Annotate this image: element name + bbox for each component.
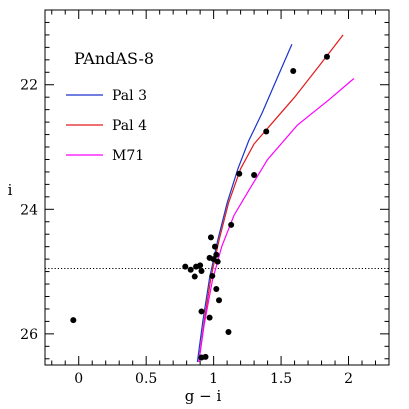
data-points [70,53,330,361]
data-point [191,273,198,280]
data-point [182,263,189,270]
axis-ticks [45,9,390,365]
data-point [198,267,205,274]
data-point [198,308,205,315]
x-axis-label: g − i [185,387,222,405]
series-line-pal-3 [196,44,293,362]
data-point [225,328,232,335]
data-point [70,317,77,324]
y-tick-label: 22 [20,78,38,94]
data-point [187,266,194,273]
data-point [236,170,243,177]
data-point [228,221,235,228]
data-point [209,272,216,279]
legend-label: Pal 3 [112,88,147,104]
data-point [323,53,330,60]
data-point [207,234,214,241]
y-tick-label: 26 [20,327,38,343]
data-point [214,258,221,265]
y-axis-label: i [8,181,13,199]
x-tick-label: 0 [74,371,83,387]
plot-frame [44,9,390,366]
data-point [197,262,204,269]
data-point [213,251,220,258]
data-point [290,68,297,75]
legend-label: Pal 4 [112,118,147,134]
data-point [251,172,258,179]
x-tick-label: 1.5 [270,371,292,387]
legend-label: M71 [112,148,144,164]
chart-title: PAndAS-8 [74,49,154,68]
x-tick-label: 1 [209,371,218,387]
data-point [216,297,223,304]
data-point [213,286,220,293]
data-point [263,128,270,135]
series-line-pal-4 [198,34,344,362]
x-tick-label: 0.5 [135,371,157,387]
data-point [202,353,209,360]
data-point [211,243,218,250]
y-tick-label: 24 [20,202,38,218]
legend: Pal 3 Pal 4 M71 [66,88,147,164]
series-line-m71 [198,78,355,362]
isochrone-series [196,34,355,362]
x-tick-label: 2 [344,371,353,387]
data-point [206,314,213,321]
